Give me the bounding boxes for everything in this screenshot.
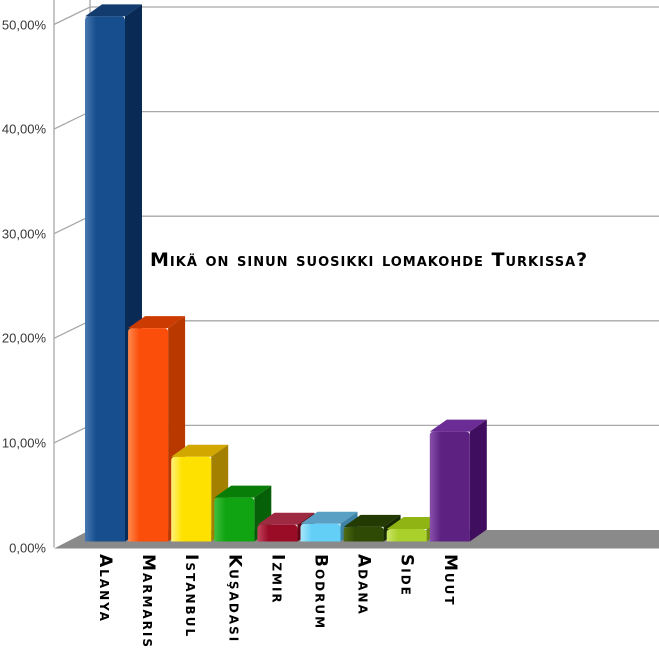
- bar-top-face: [214, 485, 272, 498]
- bar-top-face: [386, 516, 444, 529]
- bar-side-face: [469, 419, 487, 542]
- bar-top-face: [343, 514, 401, 527]
- bar-top-face: [257, 512, 315, 525]
- bar-front-face: [300, 523, 341, 542]
- category-label: Adana: [353, 554, 374, 616]
- chart-title: Mikä on sinun suosikki lomakohde Turkiss…: [150, 249, 589, 271]
- gridline: [53, 110, 659, 130]
- bar-top-face: [128, 316, 186, 329]
- y-tick-label: 50,00%: [1, 17, 46, 32]
- y-tick-label: 10,00%: [1, 435, 46, 451]
- y-tick-label: 40,00%: [1, 121, 46, 137]
- bar-front-face: [128, 328, 169, 542]
- bar-muut: [429, 419, 487, 542]
- bar-top-face: [171, 444, 229, 457]
- bar-front-face: [214, 497, 255, 542]
- bar-front-face: [85, 16, 125, 542]
- bar-front-face: [171, 456, 212, 542]
- category-label: Izmir: [267, 554, 288, 605]
- category-label: Muut: [439, 554, 460, 607]
- y-tick-label: 20,00%: [1, 330, 46, 346]
- category-label: Bodrum: [310, 554, 331, 631]
- bar-top-face: [85, 4, 142, 17]
- bar-top-face: [429, 419, 487, 432]
- bar-front-face: [343, 526, 384, 542]
- bar-front-face: [429, 431, 470, 542]
- bar-top-face: [300, 511, 358, 524]
- gridline: [53, 215, 659, 235]
- y-tick-label: 0,00%: [9, 540, 46, 555]
- y-tick-label: 30,00%: [1, 226, 46, 242]
- category-label: Side: [396, 554, 417, 597]
- bar-front-face: [257, 524, 298, 542]
- category-label: Marmaris: [138, 554, 159, 650]
- bar-front-face: [386, 528, 427, 542]
- category-label: Alanya: [95, 554, 115, 623]
- category-label: Kuşadası: [224, 554, 245, 644]
- category-label: Istanbul: [181, 554, 202, 639]
- gridline: [53, 6, 659, 26]
